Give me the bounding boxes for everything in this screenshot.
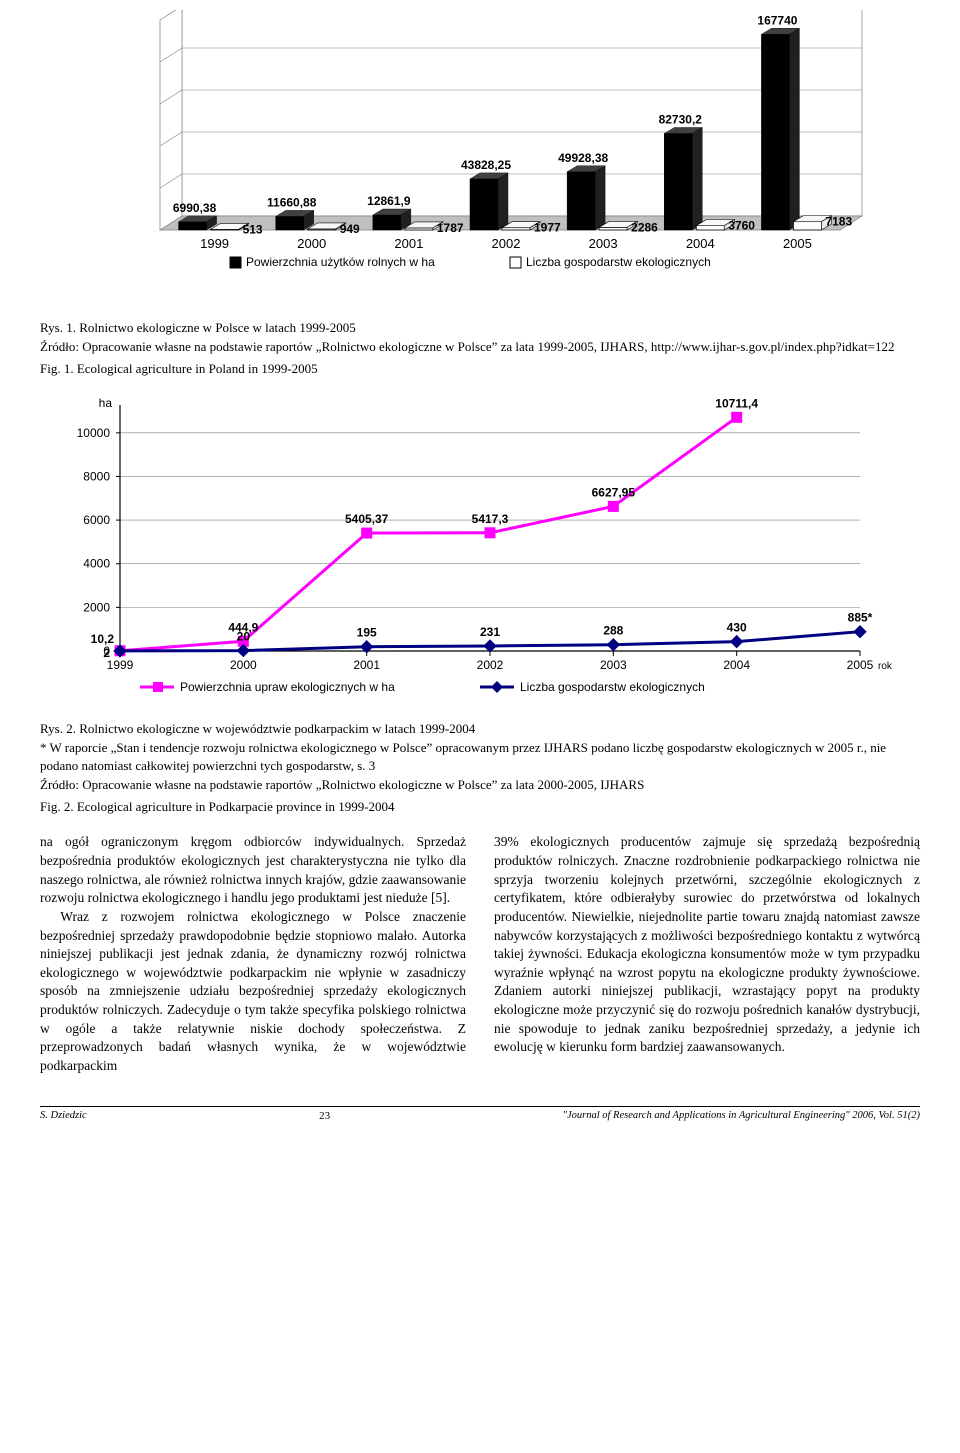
svg-text:2005: 2005 xyxy=(847,658,874,672)
caption-2-note: * W raporcie „Stan i tendencje rozwoju r… xyxy=(40,739,920,774)
svg-text:167740: 167740 xyxy=(757,13,797,27)
caption-2-fig: Fig. 2. Ecological agriculture in Podkar… xyxy=(40,798,920,816)
caption-1-rys: Rys. 1. Rolnictwo ekologiczne w Polsce w… xyxy=(40,320,356,335)
svg-text:885*: 885* xyxy=(848,611,873,625)
svg-text:rok: rok xyxy=(878,661,893,672)
svg-text:2005: 2005 xyxy=(783,236,812,251)
chart-1-bar3d: 6990,38 513 1999 11660,88 949 2000 12861,9 1787… xyxy=(40,10,920,315)
svg-text:Liczba gospodarstw ekologiczny: Liczba gospodarstw ekologicznych xyxy=(520,680,705,694)
caption-1-source: Źródło: Opracowanie własne na podstawie … xyxy=(40,338,920,356)
caption-1: Rys. 1. Rolnictwo ekologiczne w Polsce w… xyxy=(40,319,920,337)
svg-text:949: 949 xyxy=(340,222,360,236)
svg-text:3760: 3760 xyxy=(728,219,755,233)
caption-2-source: Źródło: Opracowanie własne na podstawie … xyxy=(40,776,920,794)
body-p2: Wraz z rozwojem rolnictwa ekologicznego … xyxy=(40,908,466,1076)
svg-text:2003: 2003 xyxy=(589,236,618,251)
footer-author: S. Dziedzic xyxy=(40,1109,87,1123)
svg-text:288: 288 xyxy=(603,624,623,638)
svg-text:Liczba gospodarstw ekologiczny: Liczba gospodarstw ekologicznych xyxy=(526,255,711,269)
body-p1: na ogół ograniczonym kręgom odbiorców in… xyxy=(40,833,466,908)
svg-text:513: 513 xyxy=(243,222,263,236)
svg-text:2003: 2003 xyxy=(600,658,627,672)
svg-text:49928,38: 49928,38 xyxy=(558,151,608,165)
body-p3: 39% ekologicznych producentów zajmuje si… xyxy=(494,833,920,1057)
svg-text:195: 195 xyxy=(357,626,377,640)
svg-text:2002: 2002 xyxy=(477,658,504,672)
svg-text:6627,95: 6627,95 xyxy=(592,486,636,500)
svg-text:6000: 6000 xyxy=(83,513,110,527)
footer-journal: "Journal of Research and Applications in… xyxy=(563,1109,920,1123)
svg-text:1787: 1787 xyxy=(437,221,464,235)
svg-text:2001: 2001 xyxy=(394,236,423,251)
svg-text:2286: 2286 xyxy=(631,220,658,234)
svg-text:7183: 7183 xyxy=(825,215,852,229)
svg-text:2000: 2000 xyxy=(297,236,326,251)
svg-text:2004: 2004 xyxy=(723,658,750,672)
svg-text:12861,9: 12861,9 xyxy=(367,194,411,208)
svg-text:Powierzchnia użytków rolnych w: Powierzchnia użytków rolnych w ha xyxy=(246,255,435,269)
svg-text:231: 231 xyxy=(480,625,500,639)
footer-page: 23 xyxy=(319,1109,330,1124)
caption-1-fig: Fig. 1. Ecological agriculture in Poland… xyxy=(40,360,920,378)
svg-text:10,2: 10,2 xyxy=(91,632,115,646)
svg-text:2002: 2002 xyxy=(492,236,521,251)
svg-text:10000: 10000 xyxy=(77,426,111,440)
svg-text:82730,2: 82730,2 xyxy=(659,112,703,126)
svg-text:11660,88: 11660,88 xyxy=(267,195,317,209)
svg-text:Powierzchnia upraw ekologiczny: Powierzchnia upraw ekologicznych w ha xyxy=(180,680,395,694)
svg-text:8000: 8000 xyxy=(83,470,110,484)
caption-2: Rys. 2. Rolnictwo ekologiczne w wojewódz… xyxy=(40,720,920,738)
svg-text:2004: 2004 xyxy=(686,236,715,251)
svg-text:430: 430 xyxy=(727,621,747,635)
svg-text:2000: 2000 xyxy=(230,658,257,672)
svg-text:10711,4: 10711,4 xyxy=(715,396,758,410)
page-footer: S. Dziedzic 23 "Journal of Research and … xyxy=(40,1106,920,1124)
svg-text:2: 2 xyxy=(103,646,110,660)
svg-text:2000: 2000 xyxy=(83,601,110,615)
svg-text:1999: 1999 xyxy=(200,236,229,251)
svg-text:2001: 2001 xyxy=(353,658,380,672)
caption-2-rys: Rys. 2. Rolnictwo ekologiczne w wojewódz… xyxy=(40,721,475,736)
svg-text:1999: 1999 xyxy=(107,658,134,672)
svg-text:5405,37: 5405,37 xyxy=(345,512,389,526)
svg-text:1977: 1977 xyxy=(534,221,561,235)
svg-text:20: 20 xyxy=(237,630,251,644)
svg-text:4000: 4000 xyxy=(83,557,110,571)
svg-text:6990,38: 6990,38 xyxy=(173,201,217,215)
svg-text:ha: ha xyxy=(99,396,113,410)
svg-text:43828,25: 43828,25 xyxy=(461,158,511,172)
svg-text:5417,3: 5417,3 xyxy=(472,512,509,526)
chart-2-line: 0200040006000800010000ha1999200020012002… xyxy=(40,391,920,716)
body-text: na ogół ograniczonym kręgom odbiorców in… xyxy=(40,833,920,1075)
